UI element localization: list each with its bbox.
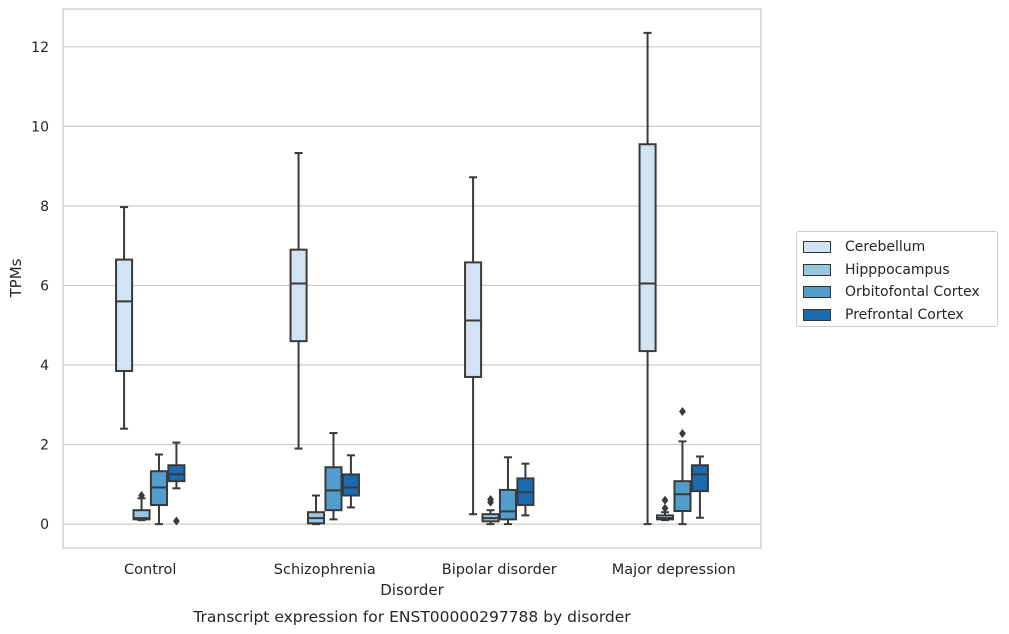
- box-group: [132, 490, 151, 522]
- outlier-point: [173, 516, 180, 526]
- box-group: [481, 494, 500, 526]
- box: [132, 509, 151, 521]
- box: [638, 143, 657, 353]
- box-group: [673, 407, 692, 526]
- box-group: [690, 455, 709, 519]
- y-tick-label: 0: [40, 517, 49, 533]
- box: [673, 480, 692, 513]
- legend-label: Hipppocampus: [845, 261, 950, 278]
- outlier-point: [661, 495, 669, 505]
- box-group: [289, 151, 308, 450]
- legend: Cerebellum Hipppocampus Orbitofontal Cor…: [796, 231, 998, 327]
- x-tick-label: Schizophrenia: [274, 562, 376, 578]
- box: [324, 466, 343, 512]
- box: [690, 464, 709, 493]
- legend-swatch-cerebellum: [803, 241, 831, 254]
- y-tick-labels: 0 2 4 6 8 10 12: [31, 40, 49, 533]
- chart-title: Transcript expression for ENST0000029778…: [192, 608, 631, 626]
- outlier-point: [661, 503, 669, 513]
- box: [167, 464, 186, 483]
- x-tick-label: Bipolar disorder: [442, 562, 557, 578]
- y-tick-label: 2: [40, 438, 49, 454]
- box-group: [306, 494, 326, 526]
- box: [341, 473, 360, 497]
- legend-item-prefrontal: Prefrontal Cortex: [803, 304, 997, 327]
- legend-label: Orbitofontal Cortex: [845, 284, 980, 301]
- gridlines: [63, 46, 761, 525]
- box-group: [341, 454, 360, 509]
- legend-swatch-prefrontal: [803, 308, 831, 321]
- y-axis-label: TPMs: [7, 258, 25, 298]
- legend-item-hippocampus: Hipppocampus: [803, 259, 997, 282]
- boxes: [115, 31, 709, 526]
- box-group: [655, 495, 675, 522]
- box-group: [516, 462, 535, 517]
- box-group: [115, 206, 134, 430]
- y-tick-label: 4: [40, 358, 49, 374]
- box-group: [464, 176, 483, 516]
- box-group: [324, 432, 343, 521]
- legend-swatch-orbitofrontal: [803, 286, 831, 299]
- box: [289, 248, 308, 343]
- legend-label: Cerebellum: [845, 239, 926, 256]
- x-tick-label: Control: [124, 562, 176, 578]
- outlier-point: [138, 490, 145, 500]
- plot-frame: [62, 8, 762, 549]
- y-tick-label: 8: [40, 199, 49, 215]
- y-tick-label: 6: [40, 278, 49, 294]
- outlier-point: [679, 428, 686, 438]
- legend-item-orbitofrontal: Orbitofontal Cortex: [803, 281, 997, 304]
- box: [498, 488, 518, 521]
- legend-swatch-hippocampus: [803, 263, 831, 276]
- y-tick-label: 10: [31, 119, 49, 135]
- box-group: [638, 31, 657, 526]
- x-tick-label: Major depression: [612, 562, 736, 578]
- outlier-point: [679, 407, 686, 417]
- y-tick-label: 12: [31, 40, 49, 56]
- x-tick-labels: Control Schizophrenia Bipolar disorder Majo…: [124, 562, 736, 578]
- box-group: [149, 453, 169, 526]
- legend-label: Prefrontal Cortex: [845, 306, 964, 323]
- legend-item-cerebellum: Cerebellum: [803, 236, 997, 259]
- x-axis-label: Disorder: [380, 581, 444, 599]
- outlier-point: [487, 494, 494, 504]
- box: [115, 258, 134, 372]
- box-group: [498, 456, 518, 526]
- box-group: [167, 441, 186, 526]
